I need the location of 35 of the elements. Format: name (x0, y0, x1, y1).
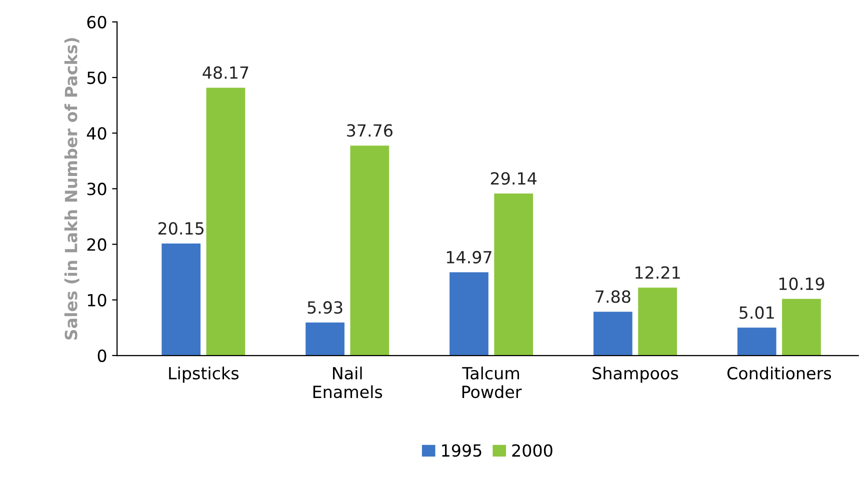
bar (782, 298, 821, 356)
y-tick-label: 0 (98, 349, 106, 362)
bar (737, 328, 776, 356)
data-label: 29.14 (490, 172, 537, 185)
bar (206, 88, 246, 356)
x-tick-label: Lipsticks (169, 366, 239, 383)
y-tick-label: 30 (87, 182, 106, 196)
bar (162, 243, 201, 356)
x-tick-label: Shampoos (592, 366, 678, 383)
y-tick-label: 50 (87, 71, 106, 84)
data-label: 20.15 (158, 222, 204, 235)
data-label: 48.17 (202, 66, 248, 79)
data-label: 37.76 (347, 124, 392, 137)
x-tick-label: Talcum Powder (462, 366, 522, 398)
data-label: 5.01 (740, 306, 774, 319)
legend-label: 1995 (442, 444, 482, 457)
legend-label: 2000 (512, 444, 552, 457)
bar (350, 146, 390, 356)
data-label: 12.21 (636, 266, 680, 279)
x-tick-label: Nail Enamels (313, 366, 382, 398)
data-label: 7.88 (596, 290, 630, 303)
y-tick-label: 10 (88, 294, 106, 306)
y-tick-label: 60 (87, 16, 106, 28)
x-tick-label: Conditioners (727, 366, 832, 380)
data-label: 10.19 (779, 277, 824, 290)
y-axis-title: Sales (in Lakh Number of Packs) (64, 38, 80, 340)
bar (306, 322, 344, 356)
data-label: 5.93 (308, 301, 342, 314)
y-tick-label: 20 (87, 238, 106, 251)
bar (494, 193, 534, 356)
bar (593, 312, 632, 356)
data-label: 14.97 (446, 250, 492, 264)
bar (638, 288, 677, 356)
bar (450, 272, 488, 356)
y-tick-label: 40 (86, 127, 106, 140)
